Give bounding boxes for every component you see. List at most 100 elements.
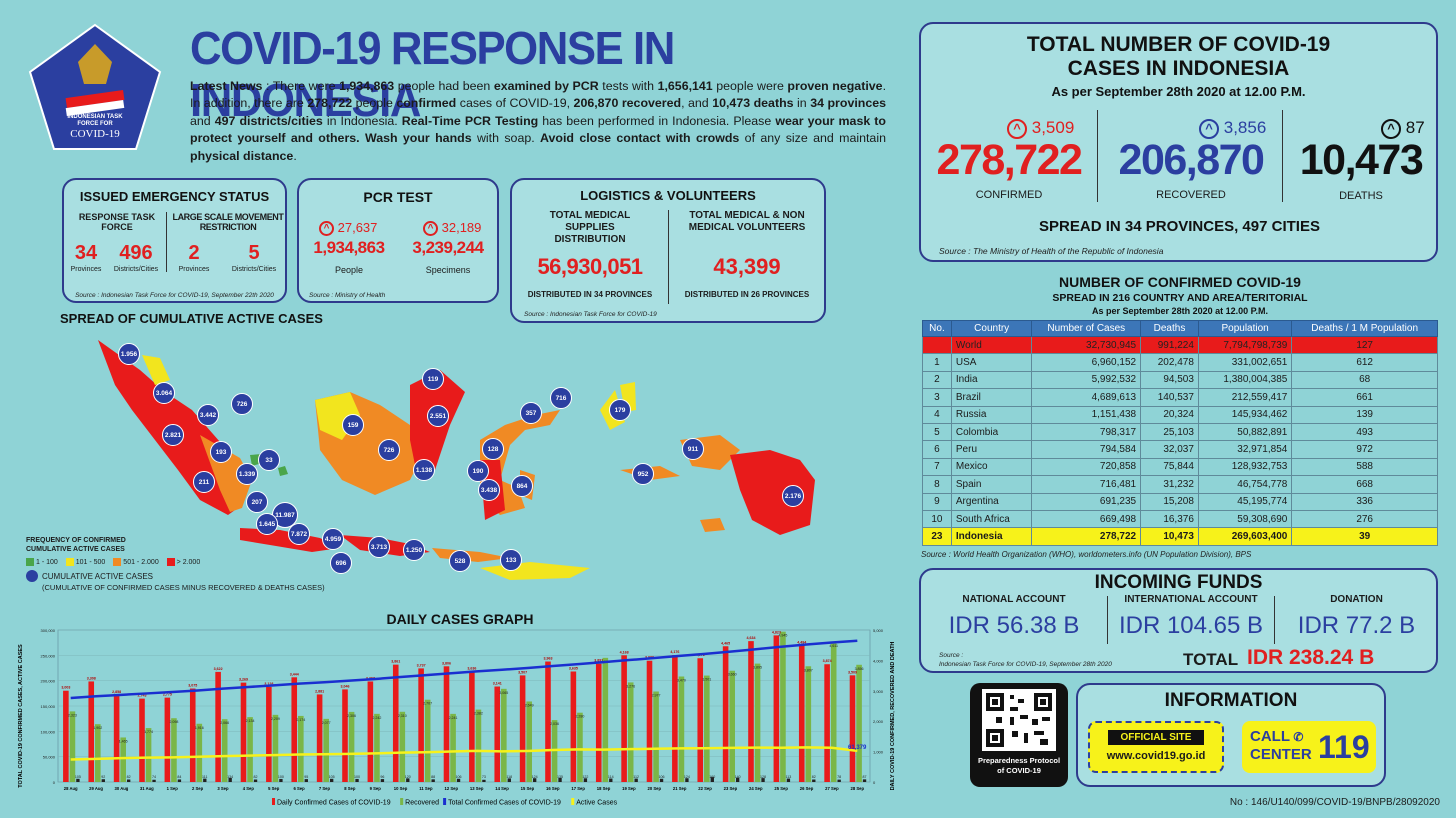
x-tick-label: 12 Sep (445, 786, 459, 791)
y-tick-left: 100,000 (41, 729, 56, 734)
qr-label: Preparedness Protocol of COVID-19 (977, 756, 1061, 775)
table-cell: 5,992,532 (1031, 370, 1142, 390)
news-segment: of any size and maintain (739, 131, 886, 146)
x-tick-label: 14 Sep (495, 786, 509, 791)
data-label-recovered: 2,241 (449, 716, 458, 720)
bar-confirmed (773, 635, 780, 782)
data-label-recovered: 2,306 (347, 714, 356, 718)
table-cell: Argentina (950, 492, 1033, 511)
table-header: No. (922, 320, 952, 337)
table-cell: 691,235 (1031, 492, 1142, 511)
bar-deaths (279, 778, 283, 782)
table-cell: Peru (950, 440, 1033, 459)
data-label-confirmed: 4,168 (620, 650, 629, 654)
bar-confirmed (392, 664, 399, 782)
funds-panel: INCOMING FUNDS NATIONAL ACCOUNT INTERNAT… (919, 568, 1438, 673)
world-source: Source : World Health Organization (WHO)… (921, 550, 1252, 559)
totals-source: Source : The Ministry of Health of the R… (939, 246, 1164, 256)
y-tick-right: 5,000 (873, 628, 884, 633)
legend-swatch (113, 558, 122, 566)
table-cell: 798,317 (1031, 422, 1142, 442)
bar-deaths (583, 778, 588, 782)
data-label-deaths: 96 (380, 775, 384, 779)
table-row: 5 Colombia 798,317 25,103 50,882,891 493 (922, 422, 1438, 442)
emergency-source: Source : Indonesian Task Force for COVID… (75, 292, 274, 299)
legend-label: 101 - 500 (75, 558, 106, 566)
pcr-people: 1,934,863 (313, 238, 385, 257)
task-force-logo-icon (28, 23, 162, 150)
data-label-confirmed: 3,861 (391, 660, 400, 664)
table-cell: 331,002,651 (1197, 353, 1293, 372)
bar-confirmed (798, 645, 805, 782)
table-cell: 2 (922, 370, 952, 390)
map-dot: 3.713 (368, 536, 390, 558)
table-cell: 7,794,798,739 (1197, 335, 1293, 355)
data-label-deaths: 92 (101, 775, 105, 779)
table-cell: 4 (922, 405, 952, 424)
bar-deaths (431, 779, 435, 782)
y-axis-label-left: TOTAL COVID-19 CONFIRMED CASES, ACTIVE C… (18, 644, 24, 788)
inc-confirmed: ^ 3,509 (1007, 118, 1074, 139)
map-dot: 1.956 (118, 343, 140, 365)
x-tick-label: 19 Sep (622, 786, 636, 791)
logo: INDONESIAN TASK FORCE FOR COVID-19 (26, 22, 164, 152)
emergency-v2: 496 (119, 242, 153, 264)
bar-recovered (374, 713, 380, 782)
bar-recovered (69, 711, 76, 782)
call-center-button[interactable]: CALL ✆ CENTER 119 (1242, 721, 1376, 773)
table-cell: India (950, 370, 1033, 390)
table-cell: 59,308,690 (1197, 509, 1293, 529)
bar-confirmed (849, 675, 856, 782)
map-dot: 207 (246, 491, 268, 513)
emergency-title: ISSUED EMERGENCY STATUS (79, 189, 270, 204)
table-cell: 794,584 (1031, 440, 1142, 459)
map-legend: FREQUENCY OF CONFIRMED CUMULATIVE ACTIVE… (26, 536, 326, 592)
data-label-recovered: 3,895 (753, 666, 762, 670)
call-label: CALL ✆ CENTER (1250, 728, 1312, 763)
qr-block[interactable]: Preparedness Protocol of COVID-19 (970, 683, 1068, 787)
legend-label: Recovered (405, 800, 439, 807)
total-title-1: TOTAL NUMBER OF COVID-19 (1026, 33, 1331, 56)
bar-recovered (145, 728, 152, 782)
map-dot: 2.176 (782, 485, 804, 507)
data-label-recovered: 2,066 (220, 721, 229, 725)
map-dot: 1.138 (413, 459, 435, 481)
bar-recovered (171, 718, 177, 782)
bar-confirmed (113, 695, 120, 782)
data-label-confirmed: 3,269 (239, 678, 248, 682)
bar-deaths (786, 778, 791, 782)
legend-swatch (443, 798, 447, 805)
data-label-deaths: 100 (278, 775, 284, 779)
x-tick-label: 2 Sep (192, 786, 204, 791)
table-cell: Colombia (950, 422, 1033, 442)
y-tick-left: 250,000 (41, 653, 56, 658)
map-dot: 190 (467, 460, 489, 482)
news-segment: confirmed (396, 96, 457, 111)
bar-recovered (323, 718, 329, 782)
dot-legend-icon (26, 570, 38, 582)
data-label-deaths: 124 (684, 775, 690, 779)
table-cell: 68 (1291, 370, 1438, 390)
map-dot: 133 (500, 549, 522, 571)
bar-recovered (577, 712, 583, 782)
bar-recovered (754, 663, 761, 782)
official-site-button[interactable]: OFFICIAL SITE www.covid19.go.id (1088, 721, 1224, 773)
arrow-up-icon: ^ (1381, 118, 1401, 139)
data-label-confirmed: 2,881 (315, 689, 324, 693)
bar-confirmed (469, 671, 475, 782)
bar-confirmed (570, 671, 577, 782)
x-tick-label: 24 Sep (749, 786, 763, 791)
bar-confirmed (139, 698, 145, 782)
table-cell: Spain (950, 475, 1033, 494)
bar-confirmed (595, 663, 602, 782)
data-label-deaths: 106 (659, 775, 665, 779)
logistics-v2: 43,399 (713, 254, 781, 279)
data-label-deaths: 122 (582, 775, 588, 779)
world-asof: As per September 28th 2020 at 12.00 P.M. (1092, 306, 1268, 316)
bar-deaths (659, 778, 664, 782)
logistics-source: Source : Indonesian Task Force for COVID… (524, 311, 657, 318)
news-segment: people (352, 96, 397, 111)
table-row: 8 Spain 716,481 31,232 46,754,778 668 (922, 475, 1438, 494)
data-label-recovered: 2,977 (652, 693, 661, 697)
bar-confirmed (646, 660, 653, 782)
